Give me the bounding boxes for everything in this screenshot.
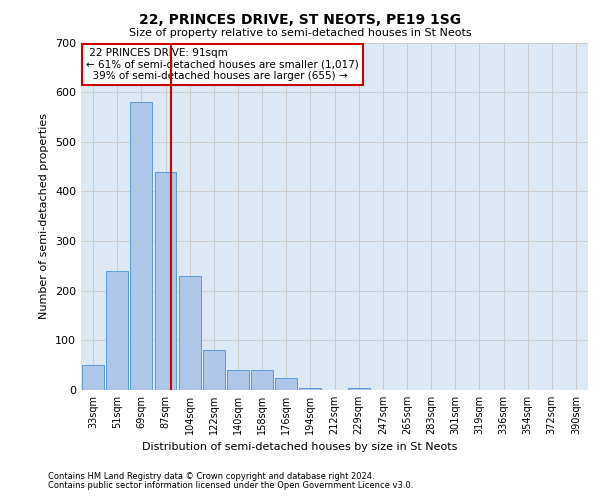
Y-axis label: Number of semi-detached properties: Number of semi-detached properties [40,114,49,320]
Bar [251,370,273,390]
Text: Distribution of semi-detached houses by size in St Neots: Distribution of semi-detached houses by … [142,442,458,452]
Text: 22, PRINCES DRIVE, ST NEOTS, PE19 1SG: 22, PRINCES DRIVE, ST NEOTS, PE19 1SG [139,12,461,26]
Text: 22 PRINCES DRIVE: 91sqm
← 61% of semi-detached houses are smaller (1,017)
  39% : 22 PRINCES DRIVE: 91sqm ← 61% of semi-de… [86,48,359,81]
Bar [299,388,321,390]
Bar [130,102,152,390]
Bar [179,276,200,390]
Bar [275,378,297,390]
Bar [227,370,249,390]
Text: Size of property relative to semi-detached houses in St Neots: Size of property relative to semi-detach… [128,28,472,38]
Bar [348,388,370,390]
Bar [155,172,176,390]
Bar [82,365,104,390]
Text: Contains public sector information licensed under the Open Government Licence v3: Contains public sector information licen… [48,481,413,490]
Bar [203,350,224,390]
Bar [106,271,128,390]
Text: Contains HM Land Registry data © Crown copyright and database right 2024.: Contains HM Land Registry data © Crown c… [48,472,374,481]
